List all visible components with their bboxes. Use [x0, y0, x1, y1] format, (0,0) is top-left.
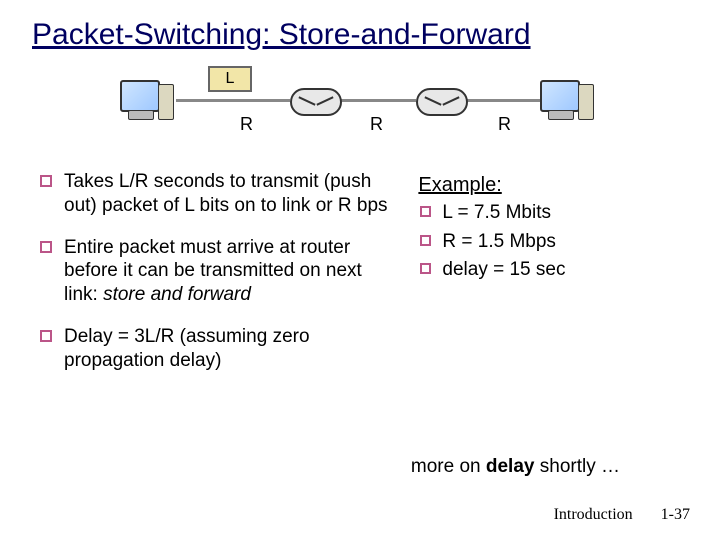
footer-page: 1-37 — [661, 506, 690, 523]
link-label-3: R — [498, 114, 511, 135]
link-line-2 — [338, 99, 416, 102]
left-column: Takes L/R seconds to transmit (push out)… — [40, 170, 398, 390]
store-forward-em: store and forward — [103, 284, 251, 305]
link-line-3 — [464, 99, 540, 102]
bullet-1: Takes L/R seconds to transmit (push out)… — [40, 170, 398, 218]
network-diagram: L R R R — [120, 66, 600, 156]
computer-left-icon — [120, 80, 176, 136]
content-columns: Takes L/R seconds to transmit (push out)… — [32, 170, 688, 390]
example-heading: Example: — [418, 174, 674, 197]
more-note: more on delay shortly … — [411, 456, 620, 478]
more-note-suffix: shortly … — [534, 456, 620, 477]
right-column: Example: L = 7.5 Mbits R = 1.5 Mbps dela… — [418, 170, 674, 390]
slide-title: Packet-Switching: Store-and-Forward — [32, 18, 688, 52]
example-item-1: L = 7.5 Mbits — [418, 199, 674, 228]
link-label-1: R — [240, 114, 253, 135]
slide-footer: Introduction 1-37 — [554, 506, 690, 524]
more-note-prefix: more on — [411, 456, 486, 477]
link-line-1 — [176, 99, 290, 102]
router-1-icon — [290, 88, 342, 116]
computer-right-icon — [540, 80, 596, 136]
bullet-3: Delay = 3L/R (assuming zero propagation … — [40, 325, 398, 373]
packet-box: L — [208, 66, 252, 92]
bullet-2: Entire packet must arrive at router befo… — [40, 236, 398, 307]
footer-section: Introduction — [554, 506, 633, 523]
example-item-3: delay = 15 sec — [418, 256, 674, 285]
link-label-2: R — [370, 114, 383, 135]
router-2-icon — [416, 88, 468, 116]
example-item-2: R = 1.5 Mbps — [418, 228, 674, 257]
more-note-bold: delay — [486, 456, 535, 477]
